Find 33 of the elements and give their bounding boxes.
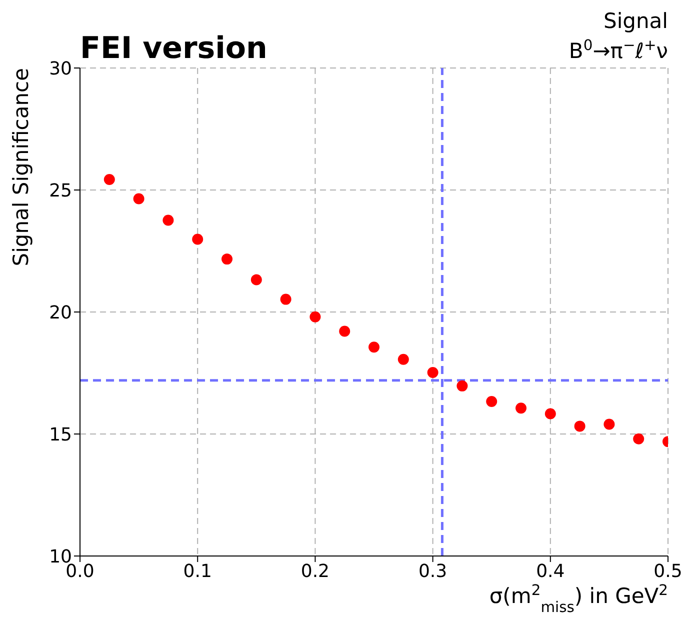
text: B$^{0}$→π$^{−}$ℓ$^{+}$ν [568,36,668,63]
point [574,420,586,432]
x-tick-label: 0.4 [536,560,565,582]
x-tick-label: 0.5 [654,560,682,582]
x-tick-label: 0.2 [300,560,330,582]
y-tick-label: 30 [49,58,72,80]
point [516,402,526,414]
point [310,311,321,322]
y-tick-label: 25 [49,180,72,202]
chart-title: FEI version [80,31,268,66]
point [280,294,292,305]
x-tick-label: 0.3 [418,560,448,582]
y-axis-title: Signal Significance [9,68,33,266]
x-tick-label: 0.1 [183,560,212,582]
point [133,193,144,204]
point [456,380,468,392]
point [250,274,262,286]
point [427,367,438,378]
point [604,418,615,430]
point [633,433,644,444]
point [222,254,232,265]
x-axis-title: σ(m$^{2}$$_{miss}$) in GeV$^{2}$ [489,582,668,616]
point [162,214,174,226]
point [544,408,556,420]
point [192,234,204,245]
point [104,174,115,186]
y-tick-label: 15 [49,424,72,446]
y-tick-label: 20 [49,302,72,324]
point [398,354,409,365]
point [339,326,350,337]
text: Signal [603,9,668,33]
point [486,396,498,408]
point [368,342,380,353]
